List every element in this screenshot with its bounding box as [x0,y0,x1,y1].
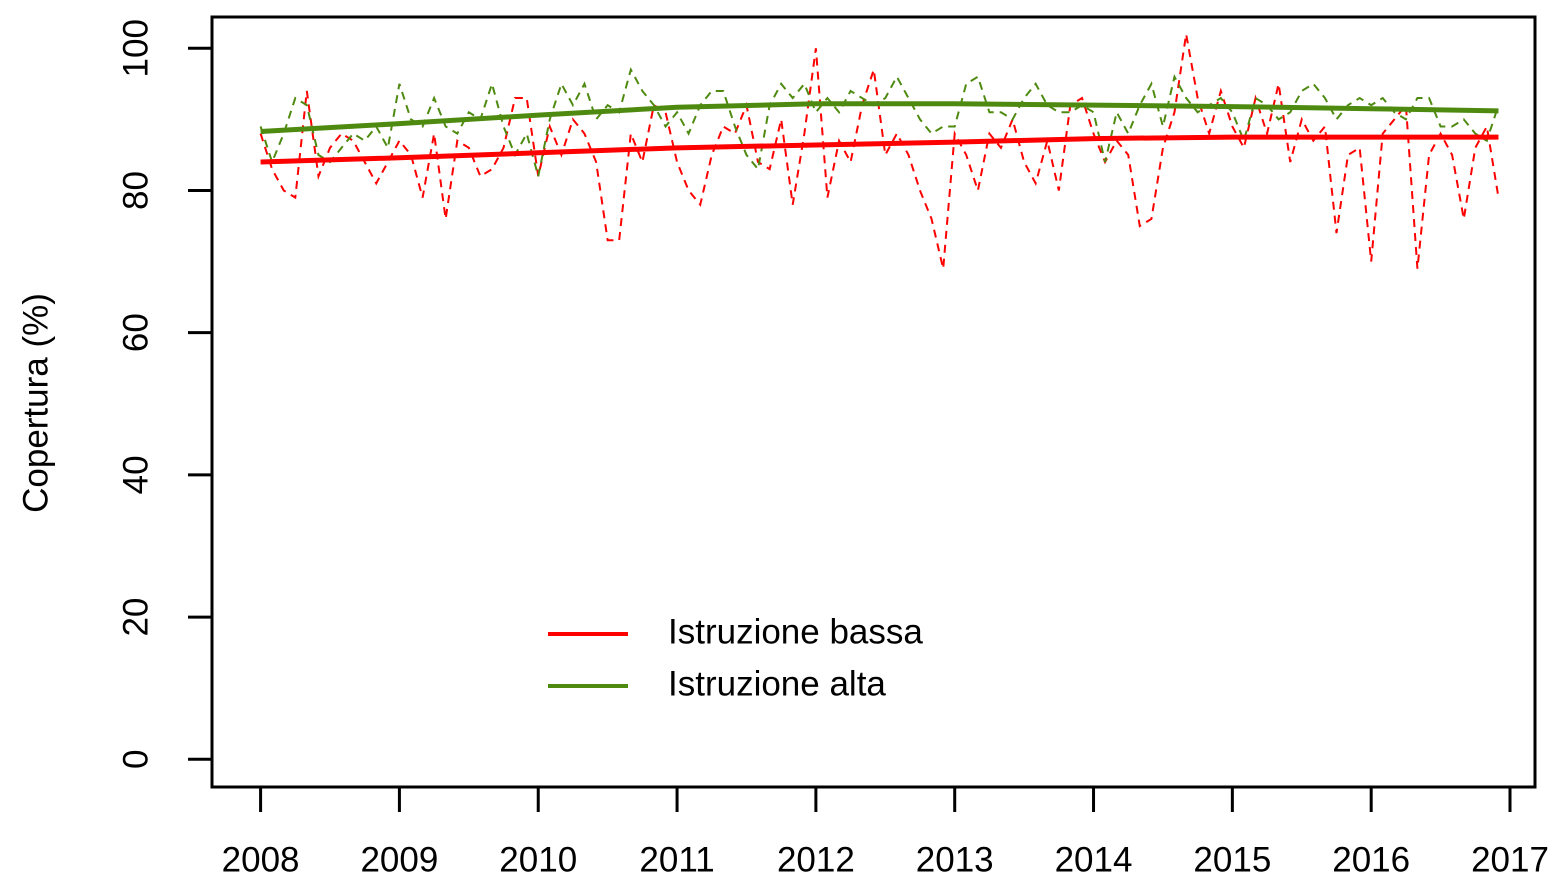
x-tick-label: 2011 [639,840,714,879]
series-line-dashed [259,33,1500,269]
x-tick-label: 2009 [360,840,438,879]
y-tick-label: 100 [116,19,155,77]
x-tick-label: 2017 [1471,840,1549,879]
y-axis-label: Copertura (%) [16,293,55,513]
plot-box [210,15,1537,789]
x-tick-label: 2015 [1193,840,1271,879]
x-tick-label: 2016 [1332,840,1410,879]
y-tick-label: 0 [116,750,155,769]
x-tick-label: 2013 [916,840,994,879]
trend-line [260,101,1499,134]
x-tick-label: 2014 [1055,840,1133,879]
legend-label: Istruzione alta [668,664,886,703]
x-tick-label: 2010 [499,840,577,879]
legend-label: Istruzione bassa [668,612,923,651]
y-tick-label: 40 [116,455,155,494]
y-tick-label: 80 [116,171,155,210]
x-tick-label: 2008 [222,840,300,879]
trend-line [260,134,1499,165]
x-tick-label: 2012 [777,840,855,879]
y-tick-label: 60 [116,313,155,352]
y-tick-label: 20 [116,598,155,637]
